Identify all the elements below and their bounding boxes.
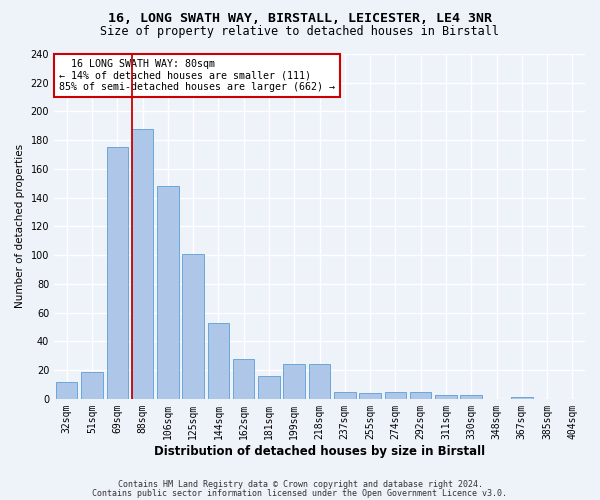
Text: 16 LONG SWATH WAY: 80sqm
← 14% of detached houses are smaller (111)
85% of semi-: 16 LONG SWATH WAY: 80sqm ← 14% of detach… bbox=[59, 59, 335, 92]
Bar bbox=[157, 186, 179, 399]
Bar bbox=[132, 128, 153, 399]
Bar bbox=[460, 394, 482, 399]
Bar bbox=[81, 372, 103, 399]
X-axis label: Distribution of detached houses by size in Birstall: Distribution of detached houses by size … bbox=[154, 444, 485, 458]
Bar bbox=[182, 254, 204, 399]
Bar bbox=[410, 392, 431, 399]
Bar bbox=[56, 382, 77, 399]
Bar bbox=[359, 393, 381, 399]
Text: Contains public sector information licensed under the Open Government Licence v3: Contains public sector information licen… bbox=[92, 489, 508, 498]
Text: Size of property relative to detached houses in Birstall: Size of property relative to detached ho… bbox=[101, 25, 499, 38]
Bar bbox=[385, 392, 406, 399]
Bar bbox=[283, 364, 305, 399]
Bar bbox=[309, 364, 330, 399]
Bar bbox=[435, 394, 457, 399]
Bar bbox=[258, 376, 280, 399]
Text: 16, LONG SWATH WAY, BIRSTALL, LEICESTER, LE4 3NR: 16, LONG SWATH WAY, BIRSTALL, LEICESTER,… bbox=[108, 12, 492, 26]
Text: Contains HM Land Registry data © Crown copyright and database right 2024.: Contains HM Land Registry data © Crown c… bbox=[118, 480, 482, 489]
Bar bbox=[208, 322, 229, 399]
Y-axis label: Number of detached properties: Number of detached properties bbox=[15, 144, 25, 308]
Bar bbox=[107, 148, 128, 399]
Bar bbox=[233, 358, 254, 399]
Bar bbox=[511, 398, 533, 399]
Bar bbox=[334, 392, 356, 399]
